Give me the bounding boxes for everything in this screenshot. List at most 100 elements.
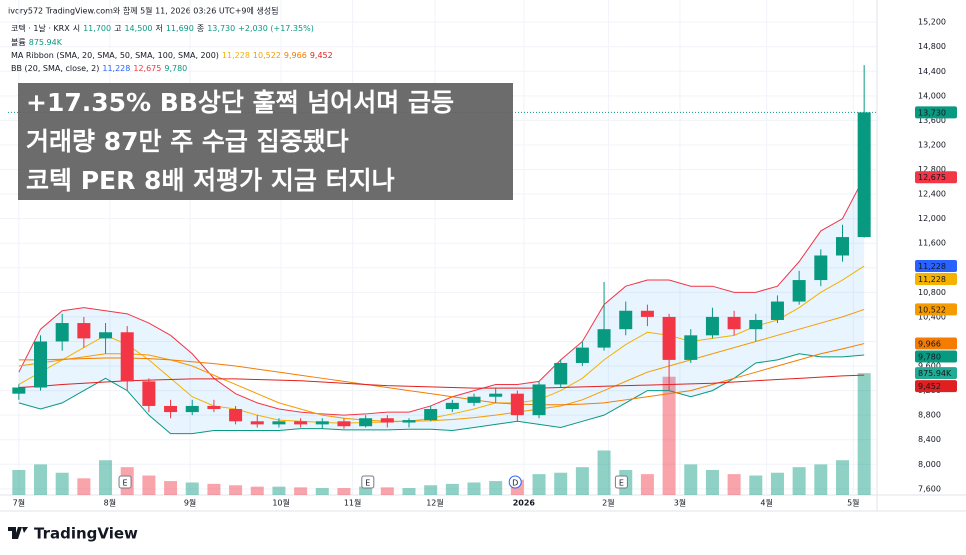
x-tick-label: 11월 (344, 498, 362, 508)
legend-item: 시 (73, 24, 80, 33)
price-label-bg (915, 367, 957, 380)
legend-item: 종 (197, 24, 204, 33)
event-label: E (365, 479, 370, 488)
volume-bar (554, 472, 568, 495)
candle-body (12, 387, 26, 394)
candle-body (619, 310, 633, 330)
y-tick-label: 14,000 (918, 91, 946, 100)
legend-item: +2,030 (+17.35%) (238, 24, 314, 33)
candle-body (705, 316, 719, 336)
volume-bar (250, 486, 264, 495)
volume-bar (12, 469, 26, 495)
candle-body (315, 421, 329, 425)
price-label-bg (915, 171, 957, 184)
credit: ivory572 TradingView.com와 함께 5월 11, 2026… (8, 6, 278, 16)
volume-bar (835, 460, 849, 495)
candle-body (727, 316, 741, 330)
candle-body (294, 421, 308, 425)
volume-bar (99, 460, 113, 495)
volume-bar (229, 485, 243, 495)
volume-bar (770, 472, 784, 495)
candle-body (337, 421, 351, 427)
candle-body (359, 418, 373, 427)
price-label-bg (915, 273, 957, 286)
y-tick-label: 8,000 (918, 460, 941, 469)
volume-bar (142, 475, 156, 495)
legend-item: 875.94K (29, 38, 63, 47)
volume-bar (684, 464, 698, 495)
volume-bar (575, 467, 589, 495)
y-tick-label: 13,600 (918, 116, 946, 125)
volume-bar (337, 488, 351, 495)
volume-bar (294, 487, 308, 495)
price-label-bg (915, 260, 957, 273)
candle-body (402, 420, 416, 423)
price-label: 9,452 (918, 382, 941, 391)
legend-item: 12,675 (133, 64, 161, 73)
x-tick-label: 10월 (272, 498, 290, 508)
x-tick-label: 12월 (426, 498, 444, 508)
candle-body (272, 421, 286, 425)
candle-body (792, 280, 806, 302)
volume-bar (662, 376, 676, 495)
candle-body (467, 396, 481, 403)
legend-item: 볼륨 (11, 37, 26, 47)
candle-body (662, 316, 676, 360)
legend-row: MA Ribbon (SMA, 20, SMA, 50, SMA, 100, S… (11, 51, 333, 60)
legend-row: 볼륨 875.94K (11, 37, 63, 47)
y-tick-label: 13,200 (918, 140, 946, 149)
y-tick-label: 15,200 (918, 18, 946, 27)
candle-body (99, 332, 113, 339)
volume-bar (467, 482, 481, 495)
volume-bar (77, 478, 91, 495)
price-label: 10,522 (918, 305, 946, 314)
y-tick-label: 14,400 (918, 67, 946, 76)
price-label: 9,966 (918, 340, 941, 349)
indicator-line (18, 265, 865, 424)
volume-bar (380, 487, 394, 495)
candle-body (34, 341, 48, 388)
indicator-line (18, 374, 865, 389)
logo-text: TradingView (34, 525, 138, 543)
legend-row: BB (20, SMA, close, 2) 11,228 12,675 9,780 (11, 64, 187, 73)
y-tick-label: 10,400 (918, 312, 946, 321)
candle-body (684, 335, 698, 360)
volume-bar (792, 467, 806, 495)
event-label: E (619, 479, 624, 488)
y-tick-label: 12,800 (918, 165, 946, 174)
legend-item: BB (20, SMA, close, 2) (11, 64, 99, 73)
y-tick-label: 10,800 (918, 288, 946, 297)
candle-body (814, 255, 828, 281)
volume-bar (207, 483, 221, 495)
headline: 코텍 PER 8배 저평가 지금 터지나 (26, 166, 395, 195)
logo-icon (8, 527, 28, 539)
volume-bar (445, 483, 459, 495)
legend-item: MA Ribbon (SMA, 20, SMA, 50, SMA, 100, S… (11, 51, 219, 60)
volume-bar (424, 485, 438, 495)
candle-body (250, 421, 264, 425)
legend-item: 9,780 (164, 64, 187, 73)
x-tick-label: 3월 (674, 498, 686, 508)
volume-bar (185, 482, 199, 495)
legend-row: 코텍 · 1날 · KRX 시 11,700 고 14,500 저 11,690 종 13,73… (11, 23, 314, 33)
candle-body (142, 381, 156, 406)
y-tick-label: 9,600 (918, 362, 941, 371)
bb-fill (18, 177, 865, 434)
y-tick-label: 8,800 (918, 411, 941, 420)
headline-box: +17.35% BB상단 훌쩍 넘어서며 급등 거래량 87만 주 수급 집중됐… (18, 83, 513, 200)
candle-body (640, 310, 654, 317)
event-marker (508, 475, 522, 489)
volume-bar (489, 481, 503, 495)
price-label: 13,730 (918, 108, 946, 117)
price-label-bg (915, 380, 957, 393)
legend-item: 10,522 (253, 51, 281, 60)
x-tick-label: 5월 (847, 498, 859, 508)
y-tick-label: 14,800 (918, 42, 946, 51)
candle-body (597, 329, 611, 348)
candle-body (835, 237, 849, 256)
candle-body (424, 409, 438, 421)
x-tick-label: 4월 (760, 498, 772, 508)
headline: 거래량 87만 주 수급 집중됐다 (26, 127, 349, 156)
legend-item: 9,966 (284, 51, 307, 60)
